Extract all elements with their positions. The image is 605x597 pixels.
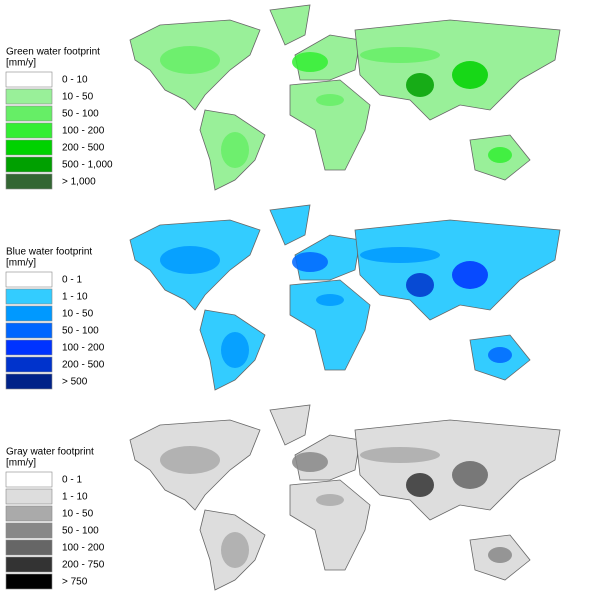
footprint-area — [160, 46, 220, 74]
legend-label: 0 - 1 — [62, 475, 82, 486]
legend-label: 200 - 500 — [62, 143, 105, 154]
land — [269, 204, 311, 246]
legend-label: 10 - 50 — [62, 309, 94, 320]
footprint-area — [160, 246, 220, 274]
footprint-area — [406, 73, 434, 97]
legend-title: Gray water footprint — [6, 447, 94, 458]
legend-label: 1 - 10 — [62, 492, 88, 503]
legend-swatch — [5, 471, 53, 488]
legend-swatch — [5, 488, 53, 505]
legend-swatch — [5, 539, 53, 556]
footprint-area — [160, 446, 220, 474]
legend-title: Blue water footprint — [6, 247, 92, 258]
legend-swatch — [5, 356, 53, 373]
legend-swatch — [5, 105, 53, 122]
legend-title: Green water footprint — [6, 47, 100, 58]
legend-label: 1 - 10 — [62, 292, 88, 303]
land — [269, 404, 311, 446]
legend-swatch — [5, 322, 53, 339]
land — [289, 79, 371, 171]
footprint-area — [316, 294, 344, 306]
footprint-area — [292, 452, 328, 472]
legend-label: 50 - 100 — [62, 326, 99, 337]
footprint-area — [360, 47, 440, 63]
legend-label: > 1,000 — [62, 177, 96, 188]
footprint-area — [360, 247, 440, 263]
footprint-area — [360, 447, 440, 463]
footprint-area — [221, 132, 249, 168]
legend-label: 100 - 200 — [62, 343, 105, 354]
legend-label: 50 - 100 — [62, 109, 99, 120]
legend-label: 10 - 50 — [62, 92, 94, 103]
footprint-area — [292, 252, 328, 272]
legend-label: > 500 — [62, 377, 88, 388]
legend-swatch — [5, 122, 53, 139]
legend-swatch — [5, 71, 53, 88]
legend-label: 50 - 100 — [62, 526, 99, 537]
legend-unit: [mm/y] — [6, 258, 36, 269]
legend-swatch — [5, 288, 53, 305]
map-panel: Gray water footprint[mm/y] 0 - 1 1 - 10 10 … — [5, 404, 561, 591]
land — [289, 479, 371, 571]
legend-swatch — [5, 556, 53, 573]
footprint-area — [292, 52, 328, 72]
footprint-area — [488, 347, 512, 363]
legend-swatch — [5, 271, 53, 288]
footprint-area — [488, 547, 512, 563]
legend-label: 200 - 750 — [62, 560, 105, 571]
legend-swatch — [5, 139, 53, 156]
legend-swatch — [5, 173, 53, 190]
map-panel: Green water footprint[mm/y] 0 - 10 10 - 50… — [5, 4, 561, 191]
legend-swatch — [5, 88, 53, 105]
legend-label: 500 - 1,000 — [62, 160, 113, 171]
footprint-area — [316, 94, 344, 106]
legend-label: 0 - 1 — [62, 275, 82, 286]
legend-swatch — [5, 156, 53, 173]
legend-label: 10 - 50 — [62, 509, 94, 520]
land — [289, 279, 371, 371]
legend-swatch — [5, 505, 53, 522]
legend-swatch — [5, 305, 53, 322]
legend-unit: [mm/y] — [6, 458, 36, 469]
legend-label: 100 - 200 — [62, 126, 105, 137]
footprint-area — [406, 273, 434, 297]
legend-label: 100 - 200 — [62, 543, 105, 554]
legend-swatch — [5, 373, 53, 390]
legend-unit: [mm/y] — [6, 58, 36, 69]
footprint-area — [488, 147, 512, 163]
land — [269, 4, 311, 46]
legend-swatch — [5, 522, 53, 539]
footprint-area — [452, 261, 488, 289]
footprint-area — [316, 494, 344, 506]
footprint-area — [452, 61, 488, 89]
legend-swatch — [5, 573, 53, 590]
legend-label: 0 - 10 — [62, 75, 88, 86]
footprint-area — [221, 332, 249, 368]
footprint-area — [406, 473, 434, 497]
footprint-area — [221, 532, 249, 568]
footprint-area — [452, 461, 488, 489]
legend-swatch — [5, 339, 53, 356]
map-panel: Blue water footprint[mm/y] 0 - 1 1 - 10 10 … — [5, 204, 561, 391]
legend-label: 200 - 500 — [62, 360, 105, 371]
legend-label: > 750 — [62, 577, 88, 588]
